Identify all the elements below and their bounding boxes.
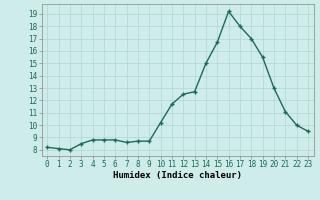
X-axis label: Humidex (Indice chaleur): Humidex (Indice chaleur): [113, 171, 242, 180]
